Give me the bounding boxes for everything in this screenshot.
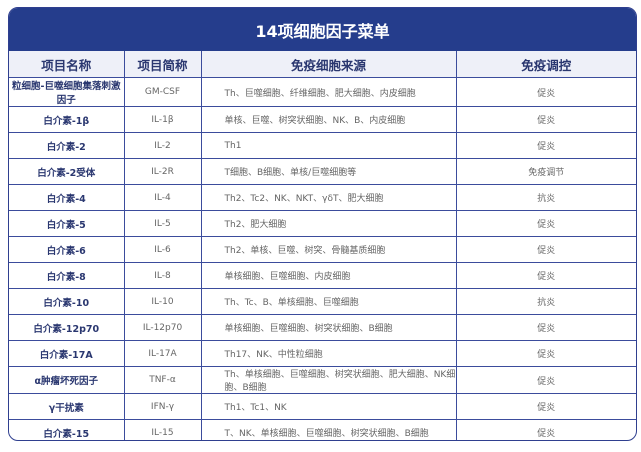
cell-regulation: 促炎	[455, 393, 636, 420]
table-title: 14项细胞因子菜单	[9, 8, 636, 51]
column-header-abbr: 项目简称	[123, 51, 202, 78]
table-row: 白介素-4 IL-4 Th2、Tc2、NK、NKT、γδT、肥大细胞 抗炎	[9, 184, 636, 211]
table-row: α肿瘤坏死因子 TNF-α Th、单核细胞、巨噬细胞、树突状细胞、肥大细胞、NK细胞…	[9, 366, 636, 394]
column-header-name: 项目名称	[9, 51, 125, 78]
cell-name: 白介素-4	[9, 184, 125, 211]
cell-source: 单核细胞、巨噬细胞、树突状细胞、B细胞	[200, 314, 457, 341]
table-row: γ干扰素 IFN-γ Th1、Tc1、NK 促炎	[9, 393, 636, 420]
cell-abbr: IL-6	[123, 236, 202, 263]
cell-source: Th、巨噬细胞、纤维细胞、肥大细胞、内皮细胞	[200, 77, 457, 107]
table-row: 白介素-6 IL-6 Th2、单核、巨噬、树突、骨髓基质细胞 促炎	[9, 236, 636, 263]
cell-source: Th1、Tc1、NK	[200, 393, 457, 420]
table-row: 白介素-2受体 IL-2R T细胞、B细胞、单核/巨噬细胞等 免疫调节	[9, 158, 636, 185]
cell-abbr: IL-4	[123, 184, 202, 211]
cell-abbr: IL-17A	[123, 340, 202, 367]
cell-name: 白介素-2受体	[9, 158, 125, 185]
header-row: 项目名称 项目简称 免疫细胞来源 免疫调控	[9, 51, 636, 78]
cell-abbr: IL-2	[123, 132, 202, 159]
cell-name: 白介素-6	[9, 236, 125, 263]
cell-regulation: 促炎	[455, 366, 636, 394]
cell-name: 白介素-2	[9, 132, 125, 159]
cytokine-table: 项目名称 项目简称 免疫细胞来源 免疫调控 粒细胞-巨噬细胞集落刺激因子 GM-C…	[9, 51, 636, 440]
cell-regulation: 促炎	[455, 210, 636, 237]
cell-abbr: TNF-α	[123, 366, 202, 394]
cell-source: Th、Tc、B、单核细胞、巨噬细胞	[200, 288, 457, 315]
table-row: 白介素-10 IL-10 Th、Tc、B、单核细胞、巨噬细胞 抗炎	[9, 288, 636, 315]
table-row: 白介素-15 IL-15 T、NK、单核细胞、巨噬细胞、树突状细胞、B细胞 促炎	[9, 419, 636, 440]
table-row: 白介素-1β IL-1β 单核、巨噬、树突状细胞、NK、B、内皮细胞 促炎	[9, 106, 636, 133]
cell-source: Th2、单核、巨噬、树突、骨髓基质细胞	[200, 236, 457, 263]
cell-source: Th1	[200, 132, 457, 159]
cell-source: Th2、Tc2、NK、NKT、γδT、肥大细胞	[200, 184, 457, 211]
cell-source: Th、单核细胞、巨噬细胞、树突状细胞、肥大细胞、NK细胞、B细胞	[200, 366, 457, 394]
cell-regulation: 促炎	[455, 236, 636, 263]
cell-abbr: IL-10	[123, 288, 202, 315]
cell-name: α肿瘤坏死因子	[9, 366, 125, 394]
cell-source: T、NK、单核细胞、巨噬细胞、树突状细胞、B细胞	[200, 419, 457, 440]
cell-abbr: IL-12p70	[123, 314, 202, 341]
cell-name: 白介素-12p70	[9, 314, 125, 341]
cell-regulation: 促炎	[455, 132, 636, 159]
cell-abbr: IL-15	[123, 419, 202, 440]
table-row: 白介素-5 IL-5 Th2、肥大细胞 促炎	[9, 210, 636, 237]
cell-regulation: 促炎	[455, 77, 636, 107]
table-row: 白介素-12p70 IL-12p70 单核细胞、巨噬细胞、树突状细胞、B细胞 促炎	[9, 314, 636, 341]
cell-name: 白介素-1β	[9, 106, 125, 133]
cytokine-menu-card: 14项细胞因子菜单 项目名称 项目简称 免疫细胞来源 免疫调控 粒细胞-巨噬细胞…	[8, 7, 637, 441]
table-row: 粒细胞-巨噬细胞集落刺激因子 GM-CSF Th、巨噬细胞、纤维细胞、肥大细胞、内皮…	[9, 77, 636, 107]
cell-source: Th17、NK、中性粒细胞	[200, 340, 457, 367]
cell-regulation: 免疫调节	[455, 158, 636, 185]
cell-source: T细胞、B细胞、单核/巨噬细胞等	[200, 158, 457, 185]
cell-source: Th2、肥大细胞	[200, 210, 457, 237]
cell-regulation: 促炎	[455, 106, 636, 133]
cell-regulation: 促炎	[455, 314, 636, 341]
cell-abbr: IL-2R	[123, 158, 202, 185]
cell-name: 粒细胞-巨噬细胞集落刺激因子	[9, 77, 125, 107]
cell-regulation: 促炎	[455, 340, 636, 367]
table-row: 白介素-2 IL-2 Th1 促炎	[9, 132, 636, 159]
cell-name: 白介素-8	[9, 262, 125, 289]
cell-name: 白介素-10	[9, 288, 125, 315]
cell-abbr: IL-1β	[123, 106, 202, 133]
cell-regulation: 抗炎	[455, 288, 636, 315]
cell-abbr: GM-CSF	[123, 77, 202, 107]
cell-name: γ干扰素	[9, 393, 125, 420]
column-header-regulation: 免疫调控	[455, 51, 636, 78]
cell-regulation: 抗炎	[455, 184, 636, 211]
column-header-source: 免疫细胞来源	[200, 51, 457, 78]
cell-name: 白介素-15	[9, 419, 125, 440]
cell-regulation: 促炎	[455, 419, 636, 440]
cell-abbr: IL-5	[123, 210, 202, 237]
cell-source: 单核、巨噬、树突状细胞、NK、B、内皮细胞	[200, 106, 457, 133]
cell-source: 单核细胞、巨噬细胞、内皮细胞	[200, 262, 457, 289]
cell-name: 白介素-17A	[9, 340, 125, 367]
table-row: 白介素-17A IL-17A Th17、NK、中性粒细胞 促炎	[9, 340, 636, 367]
cell-abbr: IFN-γ	[123, 393, 202, 420]
table-row: 白介素-8 IL-8 单核细胞、巨噬细胞、内皮细胞 促炎	[9, 262, 636, 289]
cell-name: 白介素-5	[9, 210, 125, 237]
cell-regulation: 促炎	[455, 262, 636, 289]
cell-abbr: IL-8	[123, 262, 202, 289]
